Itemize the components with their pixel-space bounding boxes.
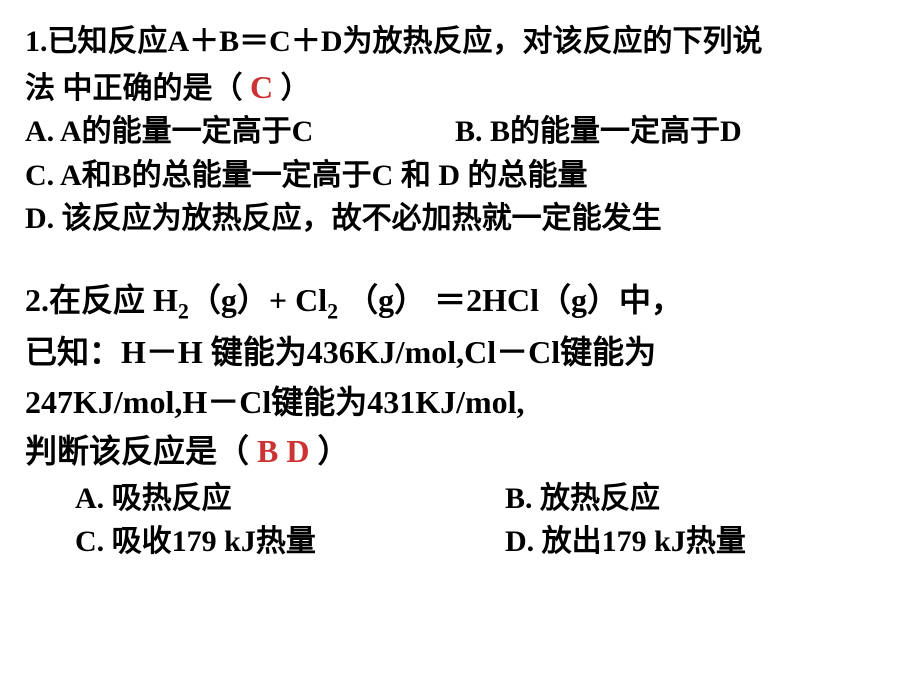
q2-line1-prefix: 2.在反应 H xyxy=(25,282,178,318)
q2-line1-suffix: （g） ＝2HCl（g）中， xyxy=(338,282,683,318)
q1-option-d: D. 该反应为放热反应，故不必加热就一定能发生 xyxy=(25,197,895,241)
q2-line3: 247KJ/mol,H－Cl键能为431KJ/mol, xyxy=(25,378,895,428)
q2-option-d: D. 放出179 kJ热量 xyxy=(505,520,746,564)
q1-stem-prefix: 法 中正确的是（ xyxy=(25,72,250,105)
q2-sub1: 2 xyxy=(178,298,189,323)
q2-answer: B D xyxy=(257,433,309,469)
q2-line4: 判断该反应是（ B D ） xyxy=(25,427,895,477)
q1-option-a: A. A的能量一定高于C xyxy=(25,110,455,154)
q2-option-b: B. 放热反应 xyxy=(505,477,660,521)
q1-option-c: C. A和B的总能量一定高于C 和 D 的总能量 xyxy=(25,154,895,198)
q2-option-a: A. 吸热反应 xyxy=(75,477,505,521)
q2-option-c: C. 吸收179 kJ热量 xyxy=(75,520,505,564)
q1-stem-line2: 法 中正确的是（ C ） xyxy=(25,64,895,111)
q1-options-ab: A. A的能量一定高于C B. B的能量一定高于D xyxy=(25,110,895,154)
question-1: 1.已知反应A＋B＝C＋D为放热反应，对该反应的下列说 法 中正确的是（ C ）… xyxy=(25,20,895,241)
question-2: 2.在反应 H2（g）+ Cl2 （g） ＝2HCl（g）中， 已知：H－H 键… xyxy=(25,276,895,564)
q2-options-cd: C. 吸收179 kJ热量 D. 放出179 kJ热量 xyxy=(75,520,895,564)
q2-line1-mid: （g）+ Cl xyxy=(189,282,327,318)
q2-options-ab: A. 吸热反应 B. 放热反应 xyxy=(75,477,895,521)
q2-line4-prefix: 判断该反应是（ xyxy=(25,433,257,469)
q2-line2: 已知：H－H 键能为436KJ/mol,Cl－Cl键能为 xyxy=(25,328,895,378)
q1-stem-line1: 1.已知反应A＋B＝C＋D为放热反应，对该反应的下列说 xyxy=(25,20,895,64)
q2-line1: 2.在反应 H2（g）+ Cl2 （g） ＝2HCl（g）中， xyxy=(25,276,895,328)
q1-answer: C xyxy=(250,69,273,105)
q1-option-b: B. B的能量一定高于D xyxy=(455,110,742,154)
q1-stem-suffix: ） xyxy=(273,72,311,105)
q2-sub2: 2 xyxy=(327,298,338,323)
q2-line4-suffix: ） xyxy=(309,433,349,469)
